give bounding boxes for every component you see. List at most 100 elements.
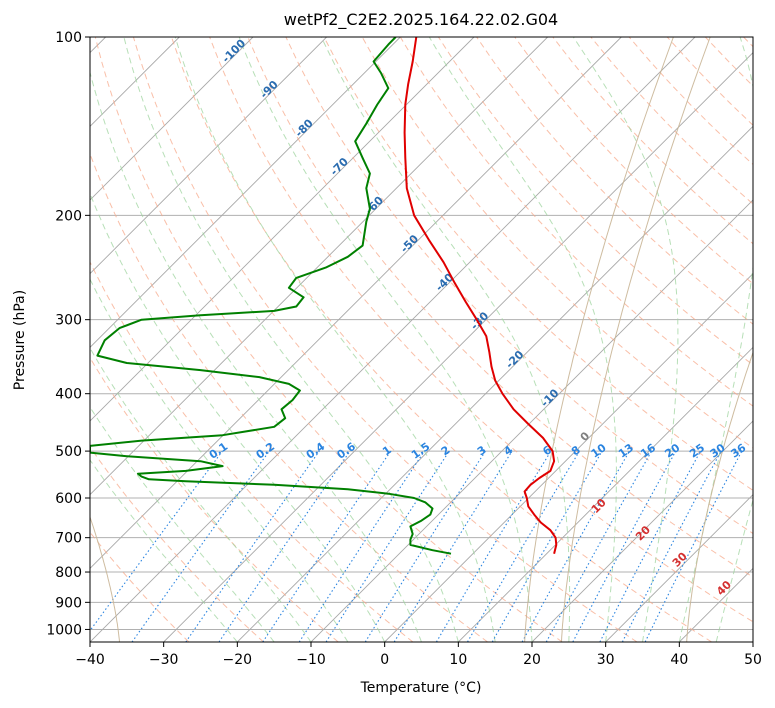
y-tick-label: 200 [55, 208, 82, 224]
dry-adiabat [476, 37, 753, 325]
isotherm-label: -100 [220, 37, 249, 66]
y-tick-label: 600 [55, 491, 82, 507]
dry-adiabat [285, 37, 753, 535]
dry-adiabat [209, 37, 753, 623]
x-tick-label: −30 [149, 652, 179, 668]
mixing-ratio-label: 0.4 [304, 440, 328, 462]
mixing-ratio-label: 36 [728, 441, 748, 461]
isotherm-line [90, 37, 696, 642]
isotherm-line [605, 494, 753, 642]
chart-title: wetPf2_C2E2.2025.164.22.02.G04 [284, 10, 558, 30]
mixing-ratio-line [572, 450, 677, 642]
mixing-ratio-label: 20 [662, 441, 682, 461]
moist-adiabat [90, 192, 386, 642]
mixing-ratio-line [262, 450, 392, 642]
mixing-ratio-label: 1.5 [409, 440, 432, 462]
isotherm-label: -20 [503, 348, 526, 371]
mixing-ratio-line [545, 450, 653, 642]
isotherm-label: -80 [293, 116, 316, 139]
isotherm-line [679, 567, 753, 642]
y-tick-label: 100 [55, 30, 82, 46]
moist-adiabat [174, 37, 496, 642]
mixing-ratio-label: 16 [638, 441, 658, 461]
isotherm-label: -70 [328, 155, 351, 178]
dry-adiabat [437, 37, 753, 366]
dry-adiabat [171, 37, 712, 642]
moist-adiabat [428, 37, 617, 642]
dry-adiabat [90, 531, 190, 642]
y-tick-label: 500 [55, 444, 82, 460]
mixing-ratio-line [644, 450, 743, 642]
mixing-ratio-line [364, 450, 486, 642]
temperature-profile [403, 37, 558, 554]
dry-adiabat [90, 152, 488, 642]
dry-adiabat [90, 260, 414, 642]
plot-frame [89, 36, 754, 643]
x-tick-label: −20 [223, 652, 253, 668]
x-tick-label: 30 [597, 652, 615, 668]
isotherm-line [90, 37, 548, 496]
mixing-ratio-label: 10 [589, 441, 609, 461]
isotherm-line [384, 273, 753, 642]
x-axis-label: Temperature (°C) [360, 680, 482, 696]
dry-adiabat [90, 446, 264, 642]
isotherm-line [531, 420, 753, 642]
dry-adiabat [247, 37, 753, 578]
y-tick-label: 700 [55, 531, 82, 547]
dry-adiabat [590, 37, 753, 205]
isotherm-label: -60 [363, 193, 386, 216]
isotherm-label: -10 [538, 386, 561, 409]
isotherm-line [163, 52, 753, 642]
isotherm-label: -90 [258, 78, 281, 101]
mixing-ratio-line [298, 450, 425, 642]
y-tick-label: 800 [55, 565, 82, 581]
x-tick-label: −10 [296, 652, 326, 668]
isotherm-line [90, 37, 327, 275]
moist-adiabat [572, 37, 679, 642]
y-tick-label: 300 [55, 313, 82, 329]
background-curve [524, 37, 674, 642]
axes: −40 −30 −20 −10 0 10 20 30 40 50 100 200 300 400 500 60… [46, 30, 762, 668]
moist-adiabat [320, 37, 571, 642]
moist-adiabat [238, 37, 533, 642]
isotherm-label: -40 [433, 271, 456, 294]
dry-adiabat [514, 37, 753, 285]
mixing-ratio-line [435, 450, 552, 642]
isotherm-line [310, 199, 753, 642]
dry-adiabat [90, 356, 339, 642]
isotherm-line [458, 346, 753, 642]
mixing-ratio-line [599, 450, 701, 642]
y-tick-label: 1000 [46, 622, 82, 638]
mixing-ratio-line [131, 450, 270, 642]
isotherm-line [90, 37, 622, 569]
background-lines [90, 37, 753, 642]
mixing-ratio-line [467, 450, 580, 642]
mixing-ratio-label: 0.6 [335, 440, 359, 462]
mixing-ratio-line [218, 450, 351, 642]
moist-adiabat [678, 37, 753, 642]
mixing-ratio-line [521, 450, 630, 642]
mixing-ratio-label: 25 [687, 441, 707, 460]
mixing-ratio-label: 13 [616, 441, 636, 460]
isotherm-line [237, 125, 753, 642]
dry-adiabat [666, 37, 753, 126]
y-axis-label: Pressure (hPa) [12, 290, 28, 390]
moist-adiabat [90, 459, 238, 642]
isotherm-line [90, 37, 401, 348]
moist-adiabat [90, 406, 275, 642]
dry-adiabat [132, 37, 638, 642]
wet-bulb-label: 10 [589, 496, 609, 516]
dry-adiabat [94, 37, 563, 642]
moist-adiabat [715, 497, 753, 642]
mixing-ratio-line [90, 450, 223, 632]
x-tick-label: 40 [670, 652, 688, 668]
mixing-ratio-label: 0.1 [207, 440, 230, 462]
y-tick-label: 900 [55, 595, 82, 611]
wet-bulb-label: 20 [633, 523, 653, 543]
moist-adiabat [90, 70, 422, 642]
mixing-ratio-line [185, 450, 320, 642]
mixing-ratio-line [325, 450, 450, 642]
background-curve [686, 350, 753, 642]
